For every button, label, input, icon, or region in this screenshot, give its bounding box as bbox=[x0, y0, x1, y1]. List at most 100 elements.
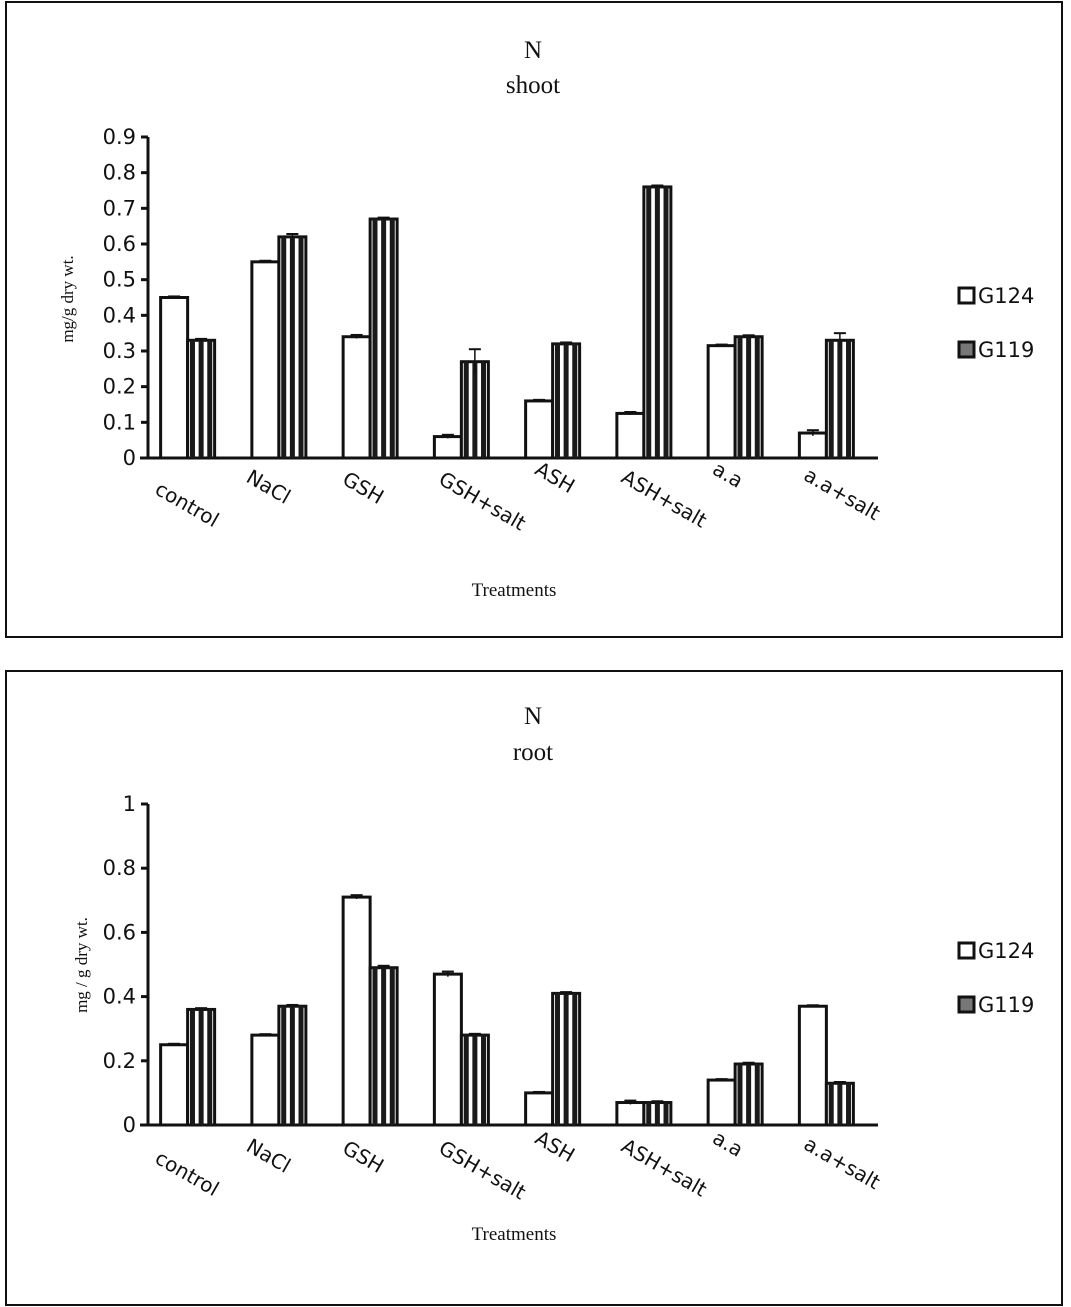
chart-title: N bbox=[524, 37, 542, 64]
bar-stripe bbox=[372, 967, 378, 1125]
bar-stripe bbox=[746, 336, 752, 458]
bar-group-ash-salt bbox=[615, 184, 673, 460]
bar-stripe bbox=[846, 1083, 852, 1125]
y-tick-label: 0.5 bbox=[103, 268, 136, 292]
bar-group-a-a bbox=[706, 1061, 764, 1127]
bar-stripe bbox=[472, 1035, 478, 1125]
bar-stripe bbox=[463, 361, 469, 458]
bar-group-ash-salt bbox=[615, 1099, 673, 1127]
chart-shoot: N shoot mg/g dry wt. Treatments 00.10.20… bbox=[58, 37, 1034, 601]
bar-g124 bbox=[432, 435, 463, 460]
chart-title: N bbox=[524, 703, 542, 730]
bar-stripe bbox=[463, 1035, 469, 1125]
bar-stripe bbox=[189, 340, 195, 458]
bar-stripe bbox=[663, 186, 669, 458]
bar-g124 bbox=[615, 1101, 646, 1127]
y-tick-label: 0.8 bbox=[103, 161, 136, 185]
bar-stripe bbox=[563, 343, 569, 458]
bar-stripe bbox=[481, 361, 487, 458]
bar-stripe bbox=[481, 1035, 487, 1125]
bar-stripe bbox=[289, 236, 295, 458]
y-tick-label: 0 bbox=[123, 1113, 136, 1137]
x-axis-label: Treatments bbox=[472, 1224, 557, 1245]
bar-stripe bbox=[837, 340, 843, 458]
x-tick-label: a.a+salt bbox=[800, 1132, 885, 1195]
legend-label-g124: G124 bbox=[978, 939, 1034, 963]
bar-group-ash bbox=[524, 341, 582, 460]
x-tick-label: ASH+salt bbox=[617, 1134, 711, 1202]
chart-root: N root mg / g dry wt. Treatments 0 0.2 0.4… bbox=[72, 703, 1034, 1245]
bar-group-a-a-salt bbox=[797, 332, 855, 460]
y-axis-label: mg/g dry wt. bbox=[58, 255, 77, 342]
bar-stripe bbox=[372, 219, 378, 458]
bar-group-a-a-salt bbox=[797, 1004, 855, 1127]
bar-group-a-a bbox=[706, 334, 764, 460]
bar-stripe bbox=[298, 236, 304, 458]
x-axis-label: Treatments bbox=[472, 580, 557, 601]
y-tick-label: 0.1 bbox=[103, 410, 136, 434]
y-tick-label: 0.9 bbox=[103, 125, 136, 149]
bar-group-control bbox=[159, 295, 217, 460]
x-tick-label: a.a bbox=[709, 1126, 748, 1162]
bar-stripe bbox=[563, 993, 569, 1125]
bar-stripe bbox=[828, 340, 834, 458]
x-tick-label: ASH+salt bbox=[617, 465, 711, 533]
bar-stripe bbox=[572, 343, 578, 458]
bar-stripe bbox=[298, 1006, 304, 1125]
bar-stripe bbox=[754, 1064, 760, 1125]
y-tick-label: 1 bbox=[123, 792, 136, 816]
y-tick-label: 0.6 bbox=[103, 232, 136, 256]
bar-group-gsh bbox=[341, 216, 399, 460]
bar-stripe bbox=[289, 1006, 295, 1125]
y-tick-label: 0 bbox=[123, 446, 136, 470]
legend-swatch-g124 bbox=[957, 941, 976, 960]
bar-stripe bbox=[654, 1102, 660, 1125]
bar-g124 bbox=[706, 344, 737, 460]
bar-group-control bbox=[159, 1007, 217, 1127]
bar-g124 bbox=[797, 1004, 828, 1127]
bar-g124 bbox=[250, 260, 281, 460]
legend-swatch-g124 bbox=[957, 286, 976, 305]
legend: G124 G119 bbox=[957, 284, 1034, 362]
chart-subtitle: root bbox=[513, 739, 553, 766]
x-tick-label: ASH bbox=[531, 1126, 579, 1167]
bar-group-gsh bbox=[341, 894, 399, 1127]
y-tick-label: 0.4 bbox=[103, 303, 136, 327]
plot-area: 0 0.1 0.2 0.3 0.4 0.5 0.6 0.7 0.8 0.9 control NaCl G… bbox=[103, 125, 885, 535]
x-tick-label: ASH bbox=[531, 457, 579, 498]
bar-g124 bbox=[159, 1043, 190, 1127]
y-tick-label: 0.4 bbox=[103, 985, 136, 1009]
x-tick-label: NaCl bbox=[242, 1134, 294, 1178]
chart-subtitle: shoot bbox=[506, 72, 560, 99]
bar-group-gsh-salt bbox=[432, 348, 490, 460]
x-tick-label: control bbox=[151, 1146, 223, 1201]
chart-panel-shoot: N shoot mg/g dry wt. Treatments 0 0.1 0.2 0… bbox=[5, 1, 1063, 638]
bar-stripe bbox=[207, 1009, 213, 1125]
x-tick-label: NaCl bbox=[242, 465, 294, 509]
bar-stripe bbox=[554, 993, 560, 1125]
bar-stripe bbox=[646, 186, 652, 458]
bar-stripe bbox=[207, 340, 213, 458]
x-tick-label: GSH bbox=[339, 1136, 388, 1178]
x-tick-label: control bbox=[151, 477, 223, 532]
bar-stripe bbox=[737, 1064, 743, 1125]
bar-group-nacl bbox=[250, 233, 308, 460]
bar-stripe bbox=[572, 993, 578, 1125]
legend-swatch-g119 bbox=[957, 995, 976, 1014]
chart-panel-root: N root mg / g dry wt. Treatments 0 0.2 0.4… bbox=[5, 670, 1063, 1306]
bar-stripe bbox=[381, 219, 387, 458]
bar-g124 bbox=[432, 972, 463, 1127]
bar-g124 bbox=[341, 895, 372, 1127]
y-axis-label: mg / g dry wt. bbox=[72, 917, 91, 1013]
bar-stripe bbox=[846, 340, 852, 458]
x-tick-label: GSH bbox=[339, 467, 388, 509]
bar-stripe bbox=[554, 343, 560, 458]
x-tick-label: GSH+salt bbox=[435, 467, 530, 536]
bar-group-nacl bbox=[250, 1003, 308, 1127]
y-tick-label: 0.3 bbox=[103, 339, 136, 363]
bar-stripe bbox=[828, 1083, 834, 1125]
legend-label-g124: G124 bbox=[978, 284, 1034, 308]
bar-stripe bbox=[389, 967, 395, 1125]
y-tick-label: 0.7 bbox=[103, 196, 136, 220]
legend-label-g119: G119 bbox=[978, 993, 1034, 1017]
